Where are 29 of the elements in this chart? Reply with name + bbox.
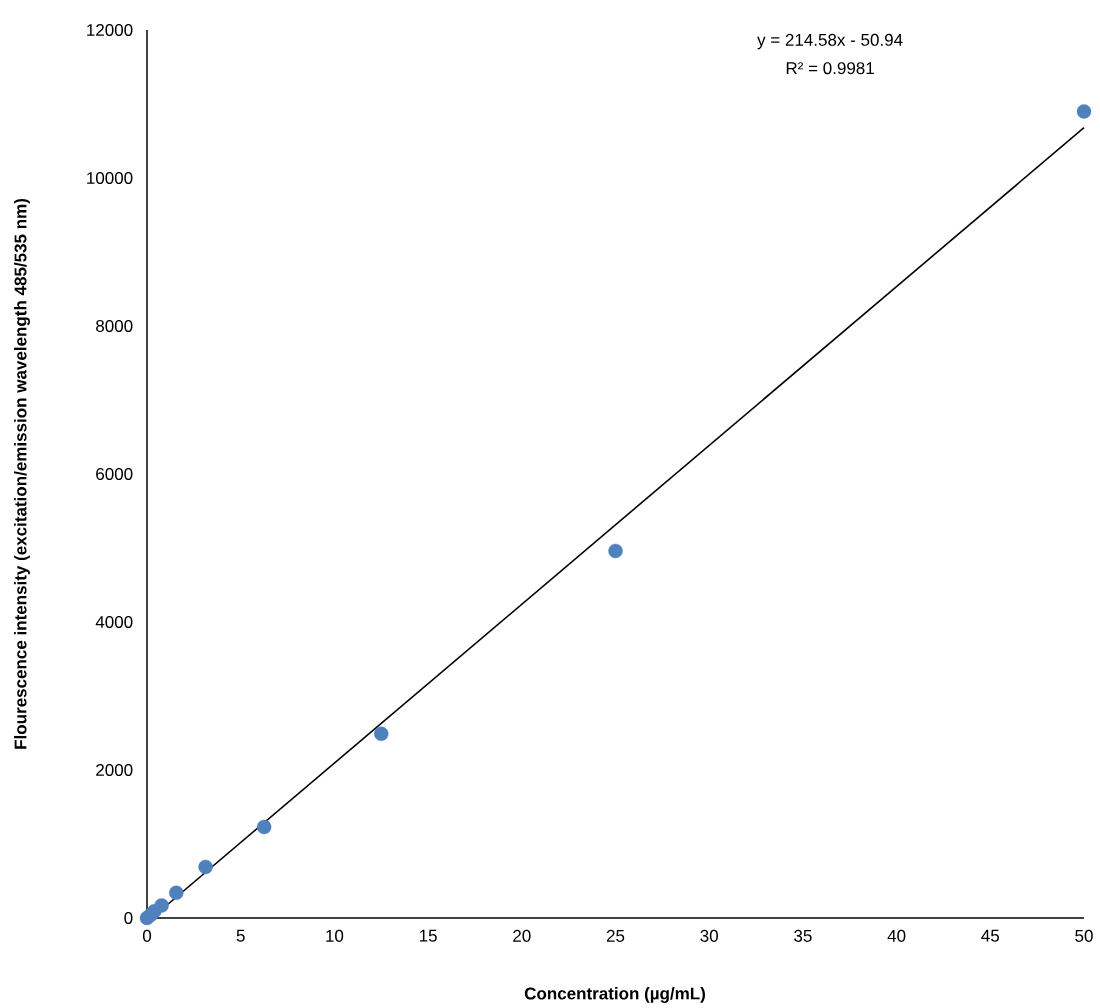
annotation: R² = 0.9981	[786, 62, 874, 75]
x-tick-label: 5	[236, 929, 245, 942]
y-tick-label: 6000	[96, 467, 133, 481]
point	[374, 726, 389, 741]
x-tick-label: 10	[326, 929, 344, 942]
y-tick-label: 8000	[96, 319, 133, 333]
annotation: y = 214.58x - 50.94	[757, 33, 903, 50]
point	[256, 819, 272, 835]
x-tick-label: 50	[1075, 929, 1093, 942]
x-tick-label: 0	[142, 929, 152, 942]
y-tick-label: 10000	[87, 171, 133, 185]
y-tick-label: 0	[124, 911, 133, 925]
x-tick-label: 35	[794, 929, 812, 942]
x-tick-label: 45	[981, 929, 1000, 942]
point	[154, 898, 169, 913]
x-tick-label: 15	[419, 929, 437, 942]
x-axis-title: Concentration (µg/mL)	[524, 987, 705, 1003]
y-tick-label: 2000	[96, 763, 133, 777]
y-axis-title: Flourescence intensity (excitation/emission wavelength 485/535 nm)	[14, 198, 30, 749]
x-tick-label: 40	[887, 929, 906, 942]
y-tick-label: 4000	[95, 615, 133, 629]
x-tick-label: 30	[700, 929, 718, 942]
x-tick-label: 25	[606, 929, 625, 942]
point	[198, 859, 213, 875]
point	[169, 885, 184, 901]
x-tick-label: 20	[513, 929, 531, 942]
point	[608, 543, 623, 559]
y-tick-label: 12000	[87, 23, 133, 37]
point	[1076, 104, 1092, 119]
